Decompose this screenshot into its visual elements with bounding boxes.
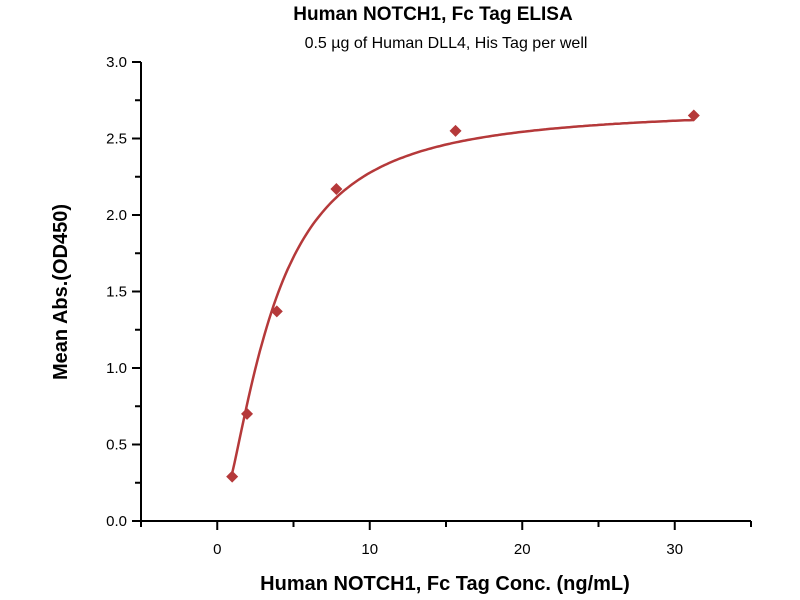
- y-tick-label: 3.0: [106, 54, 127, 71]
- y-tick-label: 1.0: [106, 360, 127, 377]
- axes: [132, 61, 752, 530]
- y-tick-label: 0.0: [106, 513, 127, 530]
- data-point: [687, 109, 700, 122]
- fit-curve: [230, 118, 694, 474]
- data-point: [270, 305, 283, 318]
- chart-subtitle: 0.5 µg of Human DLL4, His Tag per well: [305, 35, 588, 52]
- x-axis-label: Human NOTCH1, Fc Tag Conc. (ng/mL): [260, 573, 630, 595]
- y-tick-label: 0.5: [106, 437, 127, 454]
- data-point: [330, 182, 343, 195]
- y-tick-label: 1.5: [106, 284, 127, 301]
- y-axis-label: Mean Abs.(OD450): [50, 204, 72, 380]
- x-tick-label: 0: [213, 541, 221, 558]
- data-point: [226, 470, 239, 483]
- y-tick-label: 2.0: [106, 207, 127, 224]
- data-point: [449, 124, 462, 137]
- data-points: [226, 109, 700, 483]
- x-tick-label: 20: [514, 541, 531, 558]
- y-tick-label: 2.5: [106, 131, 127, 148]
- tick-labels: 0 10 20 30 0.0 0.5 1.0 1.5 2.0 2.5 3.0: [106, 54, 683, 558]
- x-tick-label: 10: [361, 541, 378, 558]
- chart-title: Human NOTCH1, Fc Tag ELISA: [293, 4, 573, 25]
- data-point: [241, 407, 254, 420]
- x-tick-label: 30: [666, 541, 683, 558]
